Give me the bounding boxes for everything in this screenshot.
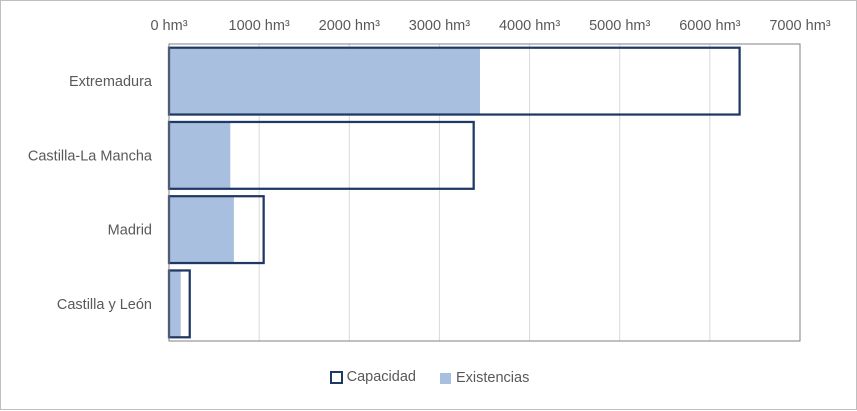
x-tick-label: 5000 hm³ xyxy=(589,18,650,34)
existencias-bar xyxy=(169,197,234,263)
legend: Capacidad Existencias xyxy=(1,369,857,388)
legend-label-capacidad: Capacidad xyxy=(346,369,416,385)
legend-label-existencias: Existencias xyxy=(456,370,530,386)
y-axis-categories: Extremadura Castilla-La Mancha Madrid Casti… xyxy=(28,74,153,313)
legend-item-existencias: Existencias xyxy=(440,370,529,386)
legend-item-capacidad: Capacidad xyxy=(329,369,416,385)
existencias-bar xyxy=(169,271,181,337)
plot-area-border xyxy=(168,43,801,342)
capacidad-swatch-icon xyxy=(329,370,343,384)
x-tick-label: 3000 hm³ xyxy=(409,18,470,34)
existencias-bar xyxy=(169,48,480,114)
x-tick-label: 0 hm³ xyxy=(150,18,187,34)
category-label: Madrid xyxy=(108,223,152,239)
existencias-bar xyxy=(169,122,231,188)
x-tick-label: 6000 hm³ xyxy=(679,18,740,34)
x-tick-label: 2000 hm³ xyxy=(319,18,380,34)
category-label: Extremadura xyxy=(69,74,153,90)
x-axis-ticks: 0 hm³ 1000 hm³ 2000 hm³ 3000 hm³ 4000 hm³ 500… xyxy=(150,18,830,34)
existencias-bars xyxy=(169,48,480,337)
x-tick-label: 7000 hm³ xyxy=(769,18,830,34)
x-tick-label: 4000 hm³ xyxy=(499,18,560,34)
existencias-swatch-icon xyxy=(440,372,451,384)
x-tick-label: 1000 hm³ xyxy=(229,18,290,34)
category-label: Castilla y León xyxy=(57,297,152,313)
category-label: Castilla-La Mancha xyxy=(28,148,153,164)
